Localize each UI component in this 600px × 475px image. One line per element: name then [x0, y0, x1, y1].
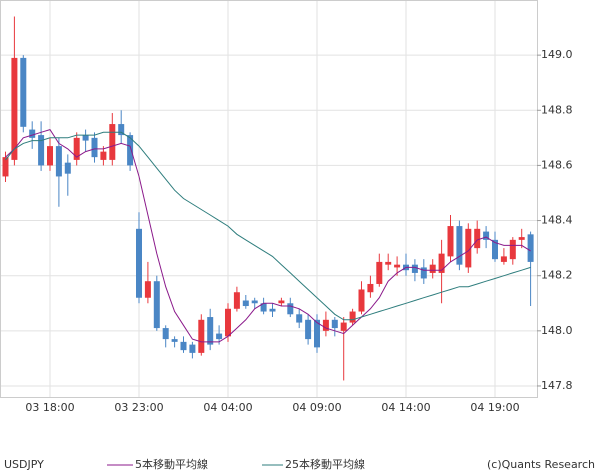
- x-tick-label: 03 18:00: [25, 401, 74, 414]
- candle-body: [91, 137, 98, 158]
- candle-body: [500, 256, 507, 262]
- candle-body: [269, 308, 276, 312]
- candle-body: [233, 292, 240, 309]
- candle-body: [180, 341, 187, 351]
- candle-body: [367, 283, 374, 293]
- candle-body: [349, 311, 356, 323]
- candle-body: [340, 322, 347, 331]
- candle-body: [474, 228, 481, 249]
- candle-body: [225, 308, 231, 337]
- candle-body: [527, 234, 534, 262]
- candle-body: [314, 319, 320, 348]
- candle-body: [127, 135, 134, 166]
- candle-body: [376, 261, 383, 284]
- candle-body: [38, 135, 45, 166]
- x-tick-label: 04 09:00: [292, 401, 341, 414]
- plot-area: [0, 0, 538, 398]
- candle-body: [322, 319, 329, 331]
- ma-line: [5, 131, 531, 321]
- x-tick-label: 04 14:00: [381, 401, 430, 414]
- candle-body: [29, 129, 36, 138]
- y-tick-label: 148.6: [541, 158, 573, 171]
- candle-body: [118, 124, 125, 136]
- candle-body: [483, 231, 490, 240]
- candle-body: [287, 303, 294, 315]
- candle-body: [189, 344, 196, 353]
- candle-body: [278, 300, 285, 304]
- candle-body: [465, 228, 472, 268]
- y-tick-label: 147.8: [541, 379, 573, 392]
- candle-body: [518, 237, 525, 240]
- candle-body: [136, 228, 142, 298]
- candle-body: [144, 281, 151, 298]
- credit: (c)Quants Research: [487, 458, 595, 471]
- candle-body: [207, 317, 214, 345]
- candle-body: [260, 303, 267, 312]
- candle-body: [64, 162, 71, 174]
- chart-title: USDJPY: [4, 458, 44, 471]
- candle-body: [251, 300, 258, 304]
- candle-body: [420, 267, 427, 279]
- candle-body: [242, 300, 249, 307]
- candle-body: [305, 319, 312, 340]
- candle-body: [447, 226, 454, 257]
- candle-body: [100, 151, 107, 160]
- candle-body: [47, 146, 53, 166]
- legend-label: 25本移動平均線: [285, 457, 365, 471]
- candle-body: [438, 253, 445, 273]
- candle-body: [492, 239, 498, 260]
- candle-body: [456, 226, 463, 265]
- candle-body: [11, 57, 18, 160]
- y-tick-label: 148.0: [541, 324, 573, 337]
- candle-body: [171, 339, 178, 342]
- candle-body: [162, 328, 169, 340]
- candle-body: [296, 314, 303, 323]
- x-tick-label: 04 04:00: [203, 401, 252, 414]
- legend-label: 5本移動平均線: [135, 457, 208, 471]
- candle-body: [55, 146, 62, 177]
- candle-body: [358, 289, 365, 312]
- candle-body: [429, 264, 436, 273]
- candle-body: [82, 135, 89, 141]
- candle-body: [73, 137, 80, 160]
- candle-body: [331, 319, 338, 329]
- x-tick-label: 04 19:00: [470, 401, 519, 414]
- candle-body: [394, 264, 401, 268]
- y-tick-label: 148.4: [541, 214, 573, 227]
- ma-line: [5, 129, 531, 343]
- candle-body: [109, 124, 116, 160]
- x-tick-label: 03 23:00: [114, 401, 163, 414]
- y-tick-label: 148.8: [541, 103, 573, 116]
- candle-body: [2, 157, 9, 177]
- candle-body: [216, 333, 223, 340]
- candle-body: [153, 281, 160, 329]
- candle-body: [198, 319, 205, 353]
- candle-body: [385, 261, 392, 265]
- y-tick-label: 148.2: [541, 269, 573, 282]
- candle-body: [411, 264, 418, 273]
- candle-body: [20, 57, 27, 127]
- y-tick-label: 149.0: [541, 48, 573, 61]
- candle-body: [509, 239, 516, 260]
